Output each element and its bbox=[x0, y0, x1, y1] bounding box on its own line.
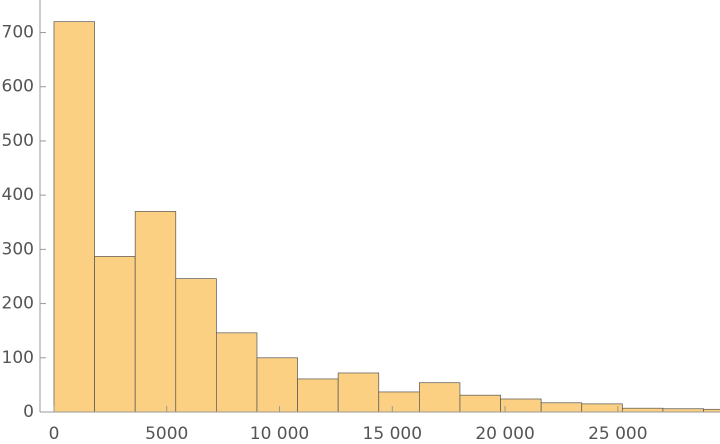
x-tick-label: 25 000 bbox=[588, 424, 647, 444]
x-tick-label: 10 000 bbox=[250, 424, 309, 444]
y-tick-label: 300 bbox=[2, 239, 34, 259]
bar bbox=[459, 394, 501, 413]
bar bbox=[297, 378, 339, 413]
y-tick-label: 500 bbox=[2, 131, 34, 151]
y-tick-label: 0 bbox=[23, 402, 34, 422]
bar bbox=[216, 332, 258, 413]
y-tick-label: 600 bbox=[2, 77, 34, 97]
bar bbox=[94, 256, 136, 413]
bar bbox=[378, 391, 420, 413]
y-tick-label: 700 bbox=[2, 23, 34, 43]
bar bbox=[703, 408, 720, 413]
bar bbox=[621, 407, 664, 413]
bar bbox=[500, 398, 542, 413]
bar bbox=[53, 21, 95, 413]
bars bbox=[53, 21, 720, 413]
y-tick-label: 400 bbox=[2, 185, 34, 205]
bar bbox=[337, 372, 380, 413]
x-tick-label: 5000 bbox=[145, 424, 188, 444]
x-tick-label: 15 000 bbox=[363, 424, 422, 444]
x-tick-label: 0 bbox=[49, 424, 60, 444]
bar bbox=[581, 403, 623, 413]
y-tick-label: 100 bbox=[2, 348, 34, 368]
y-tick-label: 200 bbox=[2, 294, 34, 314]
bar bbox=[540, 402, 583, 413]
bar bbox=[419, 382, 461, 413]
bar bbox=[175, 278, 217, 413]
x-tick-label: 20 000 bbox=[475, 424, 534, 444]
bar bbox=[134, 211, 177, 413]
bar bbox=[256, 357, 298, 413]
